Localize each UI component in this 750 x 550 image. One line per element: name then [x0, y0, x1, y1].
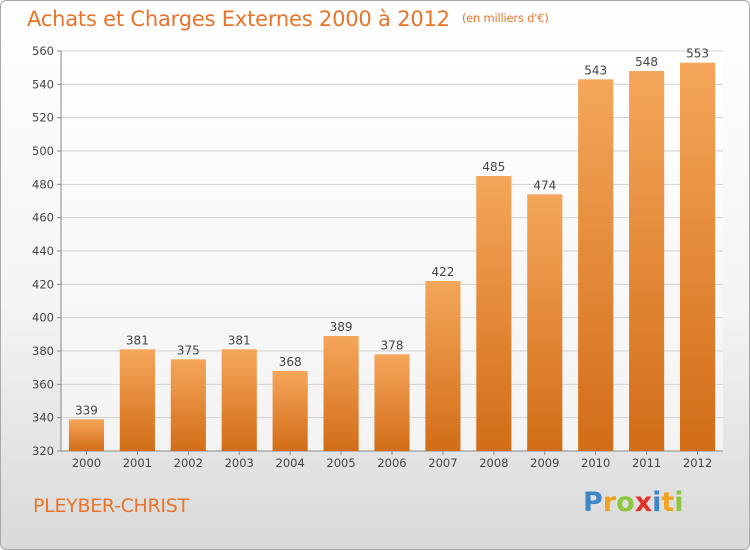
bar	[374, 354, 410, 451]
data-label: 553	[686, 47, 709, 61]
x-tick-label: 2008	[479, 456, 508, 470]
chart-subtitle: (en milliers d'€)	[461, 11, 549, 25]
bar	[170, 359, 206, 451]
data-label: 378	[381, 338, 404, 352]
logo-letter: r	[602, 487, 617, 518]
logo-letter: t	[661, 487, 675, 518]
bar	[679, 62, 716, 452]
logo-letter: P	[583, 487, 603, 518]
bar	[272, 371, 308, 451]
x-tick-label: 2004	[276, 456, 305, 470]
y-tick-label: 500	[32, 144, 54, 158]
x-tick-label: 2010	[581, 456, 610, 470]
bar	[323, 336, 359, 451]
x-tick-label: 2006	[377, 456, 406, 470]
y-tick-label: 340	[32, 411, 54, 425]
bar	[476, 176, 512, 451]
bar	[425, 281, 461, 451]
data-label: 474	[533, 178, 556, 192]
bar	[629, 71, 665, 451]
x-tick-label: 2007	[428, 456, 457, 470]
data-label: 339	[75, 403, 98, 417]
bar	[119, 349, 155, 451]
data-label: 381	[126, 333, 149, 347]
y-tick-label: 520	[32, 111, 54, 125]
bar	[578, 79, 614, 451]
x-tick-label: 2009	[530, 456, 559, 470]
commune-name: PLEYBER-CHRIST	[33, 495, 189, 517]
proxiti-logo: Proxiti	[583, 487, 684, 518]
bar	[221, 349, 257, 451]
y-tick-label: 480	[32, 177, 54, 191]
plot-area: 320 340 360 380 400 420 440 460 480 500 520 540 560 3…	[32, 44, 723, 470]
data-label: 389	[330, 320, 353, 334]
x-tick-label: 2003	[225, 456, 254, 470]
data-label: 381	[228, 333, 251, 347]
y-tick-label: 380	[32, 344, 54, 358]
y-tick-label: 400	[32, 311, 54, 325]
data-label: 422	[431, 265, 454, 279]
bar	[68, 419, 105, 451]
logo-letter: i	[652, 487, 662, 518]
x-tick-label: 2001	[123, 456, 152, 470]
data-label: 543	[584, 63, 607, 77]
y-tick-label: 440	[32, 244, 54, 258]
logo-letter: i	[674, 487, 684, 518]
x-tick-label: 2012	[683, 456, 712, 470]
x-tick-label: 2002	[174, 456, 203, 470]
bar	[527, 194, 563, 452]
y-tick-label: 540	[32, 77, 54, 91]
chart-title-block: Achats et Charges Externes 2000 à 2012 (e…	[27, 7, 549, 31]
y-tick-label: 420	[32, 277, 54, 291]
chart-title: Achats et Charges Externes 2000 à 2012	[27, 7, 450, 31]
x-tick-label: 2000	[72, 456, 101, 470]
y-tick-label: 460	[32, 211, 54, 225]
y-tick-label: 360	[32, 377, 54, 391]
y-tick-label: 560	[32, 44, 54, 58]
data-label: 375	[177, 343, 200, 357]
logo-letter: o	[616, 487, 635, 518]
data-label: 548	[635, 55, 658, 69]
y-tick-label: 320	[32, 444, 54, 458]
x-tick-label: 2005	[326, 456, 355, 470]
logo-letter: x	[634, 487, 653, 518]
data-label: 368	[279, 355, 302, 369]
data-label: 485	[482, 160, 505, 174]
x-tick-label: 2011	[632, 456, 661, 470]
